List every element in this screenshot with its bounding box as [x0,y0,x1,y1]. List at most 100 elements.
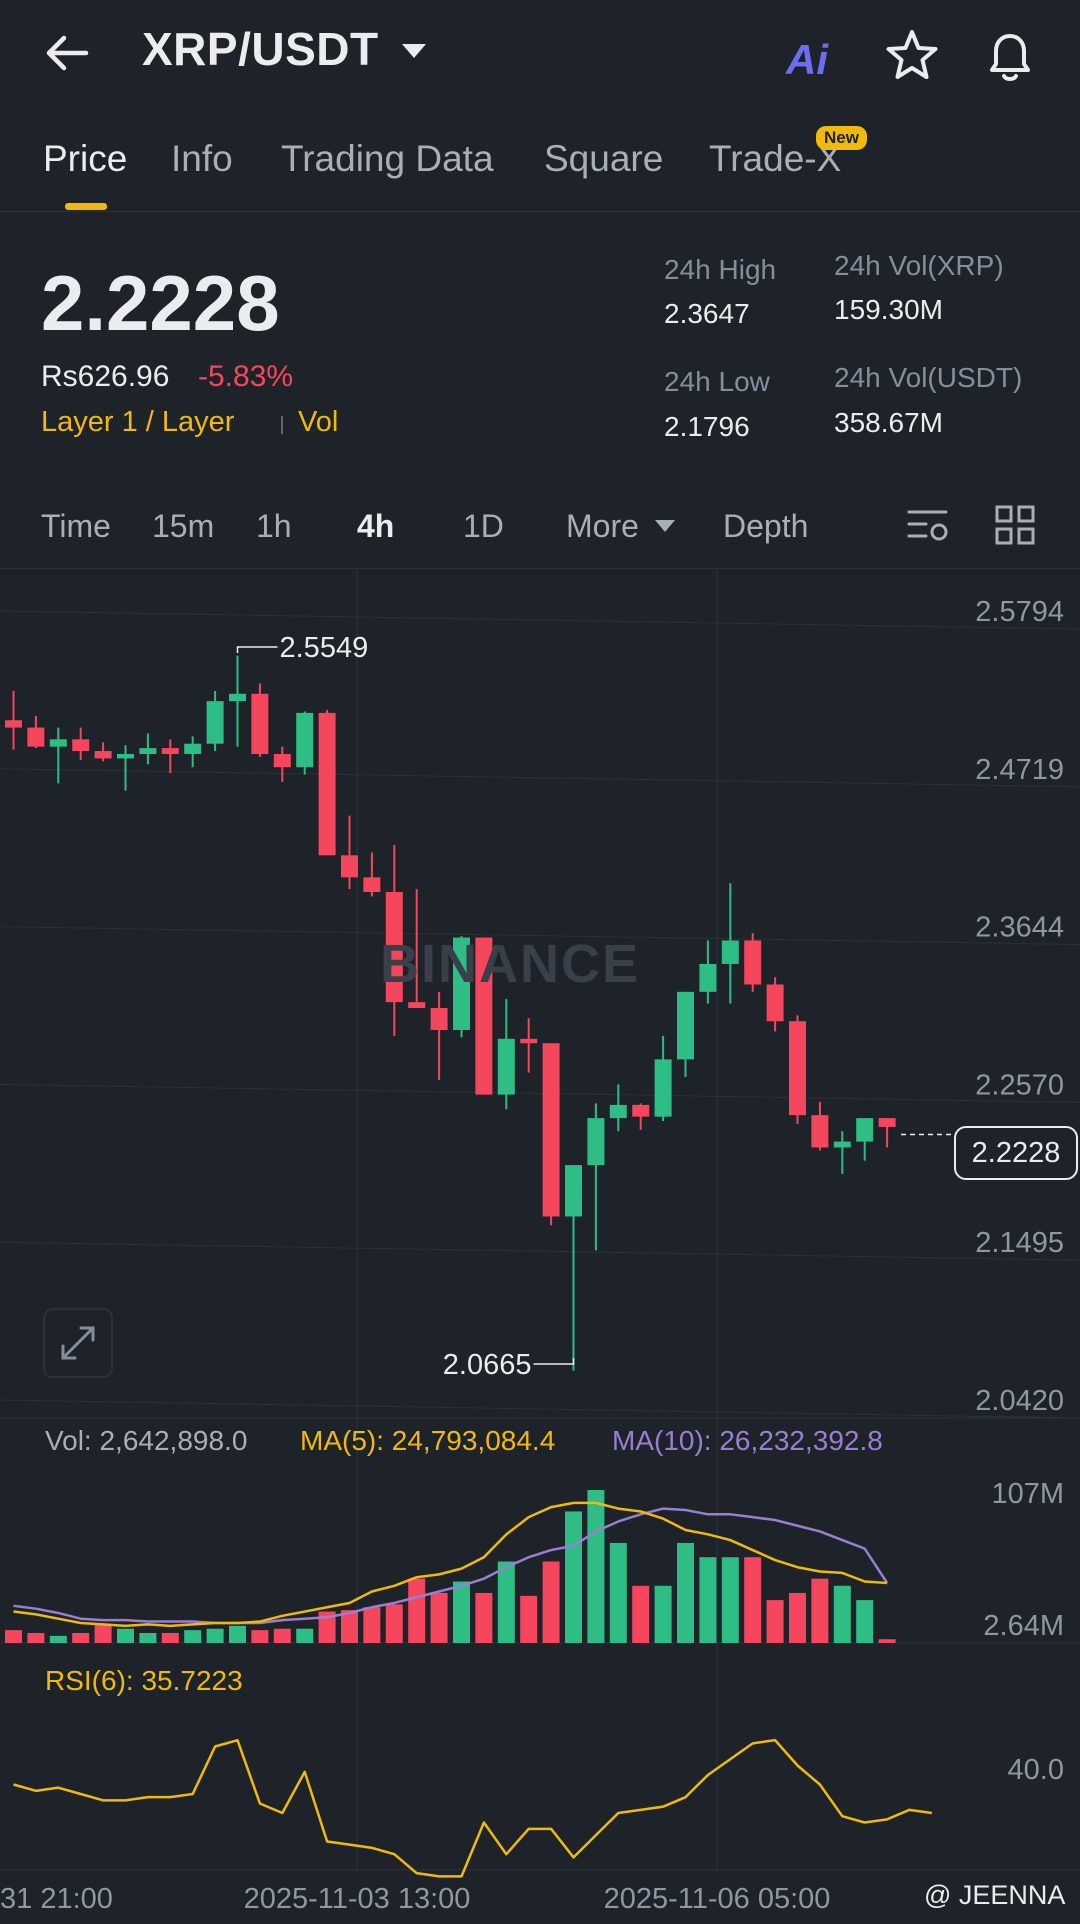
tab-info[interactable]: Info [171,138,233,179]
back-arrow-icon[interactable] [40,28,100,78]
low-label: 24h Low [664,366,770,397]
rsi-axis-label: 40.0 [1008,1754,1064,1786]
volume-bar [609,1542,627,1643]
tab-price[interactable]: Price [43,138,128,179]
volume-bar [632,1585,650,1643]
star-icon[interactable] [882,26,942,86]
candle-body [677,991,694,1060]
price-axis-label: 2.4719 [975,754,1064,786]
vol-quote-value: 358.67M [834,407,943,438]
volume-bar [699,1557,717,1643]
grid-line [0,768,1080,788]
volume-bar [206,1628,224,1643]
volume-bar [184,1630,202,1643]
candle-body [5,720,22,728]
grid-line [0,1399,1080,1419]
watermark: BINANCE [380,934,641,994]
candle-body [721,940,739,964]
candle-body [699,963,717,992]
interval-1h[interactable]: 1h [256,508,292,544]
candle-body [856,1118,874,1142]
high-marker-line [236,646,278,653]
price-axis-label: 2.5794 [975,596,1064,628]
vol-title: Vol: 2,642,898.0 [45,1425,247,1456]
interval-4h[interactable]: 4h [357,508,395,544]
more-caret-icon[interactable] [655,520,675,532]
low-value: 2.1796 [664,411,750,442]
tab-square[interactable]: Square [544,138,664,179]
top-bar: XRP/USDT Ai [0,0,1080,110]
high-label: 24h High [664,254,777,285]
volume-bar [856,1600,874,1643]
candle-body [27,727,45,747]
candle-body [296,712,314,768]
depth-tab[interactable]: Depth [723,508,809,544]
candle-body [363,877,381,893]
category-tag[interactable]: Layer 1 / Layer [41,406,235,438]
chart-settings-icon[interactable] [906,504,950,548]
candle-body [453,937,470,1031]
vol-ma10-title: MA(10): 26,232,392.8 [612,1425,883,1456]
current-price-tag: 2.2228 [954,1126,1078,1180]
grid-line [0,1241,1080,1261]
volume-bar [139,1632,157,1643]
candle-body [251,693,269,755]
tabs-divider [0,211,1080,212]
candle-body [161,748,179,755]
candle-body [385,892,403,1003]
candle-body [565,1165,582,1217]
volume-bar [229,1625,246,1643]
candle-body [139,748,157,755]
ai-icon[interactable]: Ai [786,36,828,83]
candle-body [72,739,90,752]
candle-body [184,743,202,755]
high-marker-label: 2.5549 [280,632,369,664]
low-marker-label: 2.0665 [443,1349,532,1381]
volume-bar [677,1542,694,1643]
volume-bar [94,1624,112,1643]
candle-body [878,1118,896,1127]
volume-bar [475,1592,493,1643]
high-value: 2.3647 [664,298,750,329]
tab-trading-data[interactable]: Trading Data [281,138,494,179]
candle-body [587,1118,605,1166]
vol-axis-label: 2.64M [983,1610,1064,1642]
interval-1d[interactable]: 1D [463,508,504,544]
candle-body [117,754,134,759]
volume-bar [811,1578,829,1643]
volume-bar [497,1561,515,1643]
pair-title[interactable]: XRP/USDT [142,23,379,75]
interval-15m[interactable]: 15m [152,508,215,544]
active-tab-indicator [65,203,107,210]
candle-body [229,693,246,702]
layout-grid-icon[interactable] [994,504,1036,546]
volume-bar [117,1628,134,1643]
candle-body [609,1104,627,1119]
volume-bar [385,1604,403,1643]
candle-body [520,1038,538,1044]
dropdown-caret-icon[interactable] [402,44,426,58]
rsi-line [13,1738,933,1878]
bell-icon[interactable] [980,26,1040,86]
grid-line [0,610,1080,630]
interval-more[interactable]: More [566,508,639,544]
volume-bar [408,1578,426,1643]
interval-time[interactable]: Time [41,508,111,544]
volume-bar [453,1581,470,1643]
grid-line [0,926,1080,946]
fullscreen-button[interactable] [43,1308,113,1378]
volume-bar [654,1585,672,1643]
vol-tag[interactable]: Vol [298,406,339,438]
volume-bar [161,1632,179,1643]
candle-body [273,754,291,768]
vol-ma5-title: MA(5): 24,793,084.4 [300,1425,555,1456]
price-axis-label: 2.0420 [975,1385,1064,1417]
vol-quote-label: 24h Vol(USDT) [834,362,1023,393]
volume-bar [721,1557,739,1643]
time-axis-label: 2025-11-03 13:00 [244,1883,471,1915]
credit-text: @ JEENNA [924,1880,1066,1910]
candle-body [408,1002,426,1008]
last-price: 2.2228 [41,259,280,347]
grid-line [0,1083,1080,1103]
